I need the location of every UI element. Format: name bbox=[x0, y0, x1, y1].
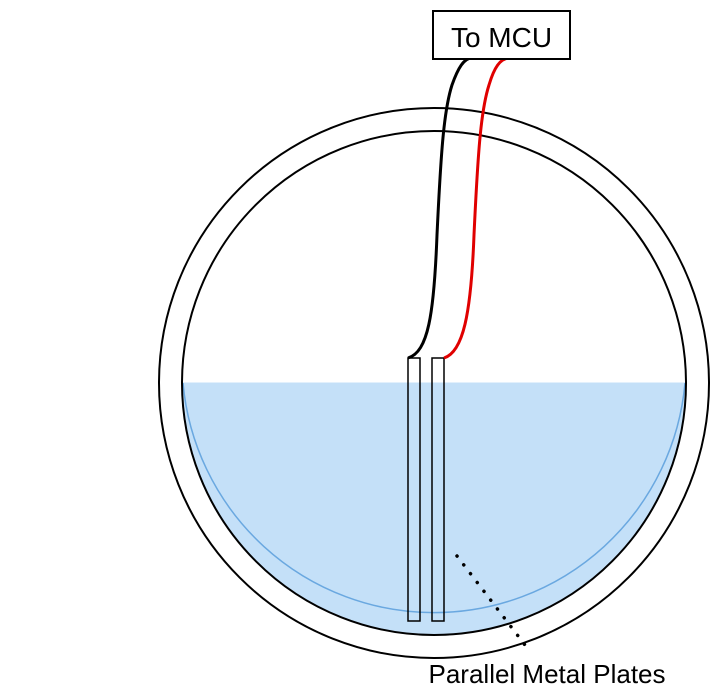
mcu-box-frame bbox=[432, 10, 571, 60]
metal-plate-right bbox=[431, 357, 445, 622]
mcu-box: To MCU bbox=[432, 10, 571, 60]
plates-callout: Parallel Metal Plates bbox=[429, 554, 666, 689]
tank-outer-wall bbox=[158, 107, 710, 659]
callout-leader bbox=[455, 554, 527, 647]
mcu-label: To MCU bbox=[451, 22, 552, 53]
metal-plate-left bbox=[407, 357, 421, 622]
water bbox=[182, 383, 686, 635]
wire-signal bbox=[443, 56, 511, 360]
wire-ground bbox=[407, 56, 473, 360]
tank-inner-wall bbox=[181, 130, 687, 636]
water-bottom-edge bbox=[182, 382, 686, 614]
plates-label: Parallel Metal Plates bbox=[429, 659, 666, 689]
water-fill bbox=[182, 383, 686, 635]
